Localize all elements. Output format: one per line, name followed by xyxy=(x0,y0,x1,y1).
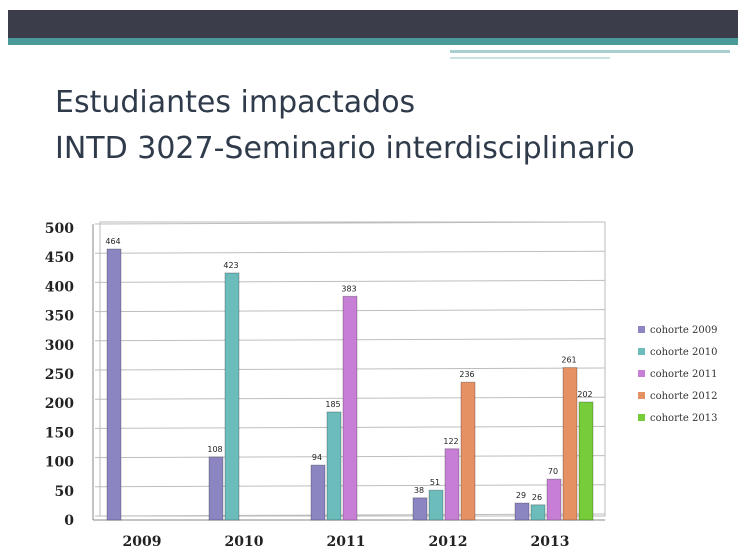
legend-swatch xyxy=(638,414,645,421)
bar xyxy=(412,497,428,521)
y-tick-label: 350 xyxy=(45,309,74,325)
value-label: 70 xyxy=(548,467,558,476)
legend-swatch xyxy=(638,326,645,333)
value-label: 38 xyxy=(414,486,424,495)
x-tick-label: 2010 xyxy=(225,534,264,550)
value-label: 383 xyxy=(341,284,356,293)
value-label: 236 xyxy=(459,370,474,379)
bar xyxy=(326,411,342,521)
y-tick-label: 100 xyxy=(45,455,74,471)
legend-label: cohorte 2013 xyxy=(650,413,717,424)
y-tick-label: 50 xyxy=(55,484,75,500)
bar xyxy=(578,401,594,521)
grid-line xyxy=(94,279,606,283)
y-tick-label: 400 xyxy=(45,279,74,295)
value-label: 29 xyxy=(516,491,526,500)
bar xyxy=(106,248,122,521)
header-band xyxy=(8,10,738,38)
bar xyxy=(562,367,578,521)
bar xyxy=(310,464,326,521)
bar xyxy=(342,295,358,521)
value-label: 423 xyxy=(223,261,238,270)
y-tick-label: 500 xyxy=(45,221,74,237)
x-tick-label: 2009 xyxy=(123,534,162,550)
value-label: 94 xyxy=(312,453,322,462)
value-label: 122 xyxy=(443,437,458,446)
bar xyxy=(530,504,546,521)
bar xyxy=(514,502,530,521)
value-label: 464 xyxy=(105,237,120,246)
value-label: 202 xyxy=(577,390,592,399)
legend-label: cohorte 2011 xyxy=(650,369,717,380)
header-line xyxy=(450,57,610,59)
value-label: 51 xyxy=(430,478,440,487)
y-tick-label: 150 xyxy=(45,425,74,441)
y-tick-label: 200 xyxy=(45,396,74,412)
legend-swatch xyxy=(638,392,645,399)
value-label: 261 xyxy=(561,356,576,365)
legend-label: cohorte 2010 xyxy=(650,347,717,358)
value-label: 185 xyxy=(325,400,340,409)
bar xyxy=(444,448,460,521)
y-tick-label: 0 xyxy=(64,513,74,529)
value-label: 26 xyxy=(532,493,542,502)
bar xyxy=(460,381,476,521)
x-tick-label: 2011 xyxy=(327,534,366,550)
legend-swatch xyxy=(638,370,645,377)
bar xyxy=(208,456,224,521)
legend-swatch xyxy=(638,348,645,355)
legend-label: cohorte 2009 xyxy=(650,325,717,336)
grid-line xyxy=(94,221,606,225)
bar xyxy=(546,478,562,521)
bar xyxy=(224,272,240,521)
x-tick-label: 2012 xyxy=(429,534,468,550)
y-tick-label: 300 xyxy=(45,338,74,354)
bar xyxy=(428,489,444,521)
y-tick-label: 450 xyxy=(45,250,74,266)
legend-label: cohorte 2012 xyxy=(650,391,717,402)
title-line: INTD 3027-Seminario interdisciplinario xyxy=(55,131,635,166)
value-label: 108 xyxy=(207,445,222,454)
header-line xyxy=(450,50,730,53)
header-stripe xyxy=(8,38,738,45)
title-line: Estudiantes impactados xyxy=(55,85,415,120)
y-tick-label: 250 xyxy=(45,367,74,383)
x-tick-label: 2013 xyxy=(531,534,570,550)
grid-line xyxy=(94,250,606,254)
